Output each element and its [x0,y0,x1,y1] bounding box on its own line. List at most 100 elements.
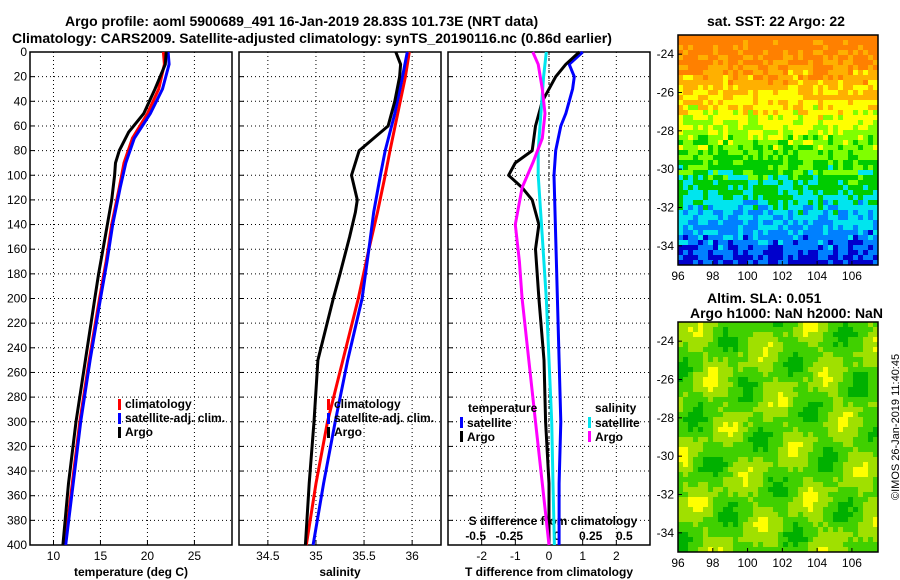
map-cell [753,442,759,448]
map-cell [678,85,684,91]
map-sla-map: 96 98 100 102 104 106-24-26-28-30-32-34 [657,321,879,570]
map-cell [853,342,859,348]
map-cell [798,175,804,181]
map-cell [788,200,794,206]
map-cell [748,367,754,373]
map-cell [793,357,799,363]
map-cell [688,195,694,201]
map-cell [773,65,779,71]
map-cell [743,200,749,206]
map-cell [813,457,819,463]
map-cell [768,357,774,363]
map-cell [743,55,749,61]
map-cell [743,135,749,141]
map-cell [813,487,819,493]
map-cell [793,55,799,61]
map-cell [873,362,879,368]
map-cell [873,90,879,96]
map-cell [793,65,799,71]
map-cell [778,40,784,46]
map-cell [758,402,764,408]
map-cell [753,80,759,86]
map-cell [793,427,799,433]
map-cell [798,532,804,538]
map-cell [803,120,809,126]
map-cell [718,362,724,368]
map-cell [863,397,869,403]
map-cell [823,547,829,553]
map-cell [828,235,834,241]
map-cell [703,327,709,333]
map-cell [683,155,689,161]
map-cell [758,210,764,216]
map-cell [718,95,724,101]
map-cell [713,140,719,146]
map-cell [713,180,719,186]
map-cell [718,100,724,106]
map-cell [763,427,769,433]
map-cell [863,472,869,478]
map-cell [758,522,764,528]
map-cell [783,215,789,221]
map-cell [768,512,774,518]
map-cell [763,467,769,473]
map-cell [868,110,874,116]
map-cell [868,55,874,61]
map-cell [773,35,779,41]
map-cell [753,402,759,408]
map-cell [858,240,864,246]
map-cell [688,412,694,418]
map-cell [753,507,759,513]
map-cell [743,407,749,413]
map-cell [818,105,824,111]
map-cell [758,135,764,141]
map-cell [738,140,744,146]
map-cell [873,200,879,206]
map-cell [873,457,879,463]
map-cell [733,492,739,498]
map-cell [763,175,769,181]
map-cell [773,412,779,418]
map-cell [873,160,879,166]
map-cell [873,437,879,443]
map-cell [693,337,699,343]
map-cell [808,382,814,388]
map-cell [803,507,809,513]
map-cell [743,462,749,468]
map-cell [778,502,784,508]
map-cell [738,412,744,418]
map-cell [793,457,799,463]
map-cell [728,135,734,141]
map-cell [793,110,799,116]
map-cell [748,322,754,328]
map-cell [853,210,859,216]
map-cell [873,392,879,398]
map-cell [763,85,769,91]
map-cell [748,50,754,56]
map-cell [683,215,689,221]
map-cell [728,145,734,151]
map-cell [688,110,694,116]
map-cell [713,342,719,348]
map-cell [728,120,734,126]
map-cell [738,120,744,126]
panel-difference: -2 -1 0 1 2T difference from climatology-0.5… [447,50,651,579]
map-cell [788,452,794,458]
map-cell [863,537,869,543]
map-cell [703,502,709,508]
map-cell [783,352,789,358]
map-cell [768,497,774,503]
map-cell [843,487,849,493]
map-cell [688,472,694,478]
map-cell [853,40,859,46]
map-cell [798,487,804,493]
map-cell [833,115,839,121]
map-cell [778,457,784,463]
map-cell [768,462,774,468]
map-cell [723,120,729,126]
map-cell [758,487,764,493]
map-cell [758,492,764,498]
map-cell [678,347,684,353]
map-cell [713,497,719,503]
sst-map-title: sat. SST: 22 Argo: 22 [707,13,845,29]
